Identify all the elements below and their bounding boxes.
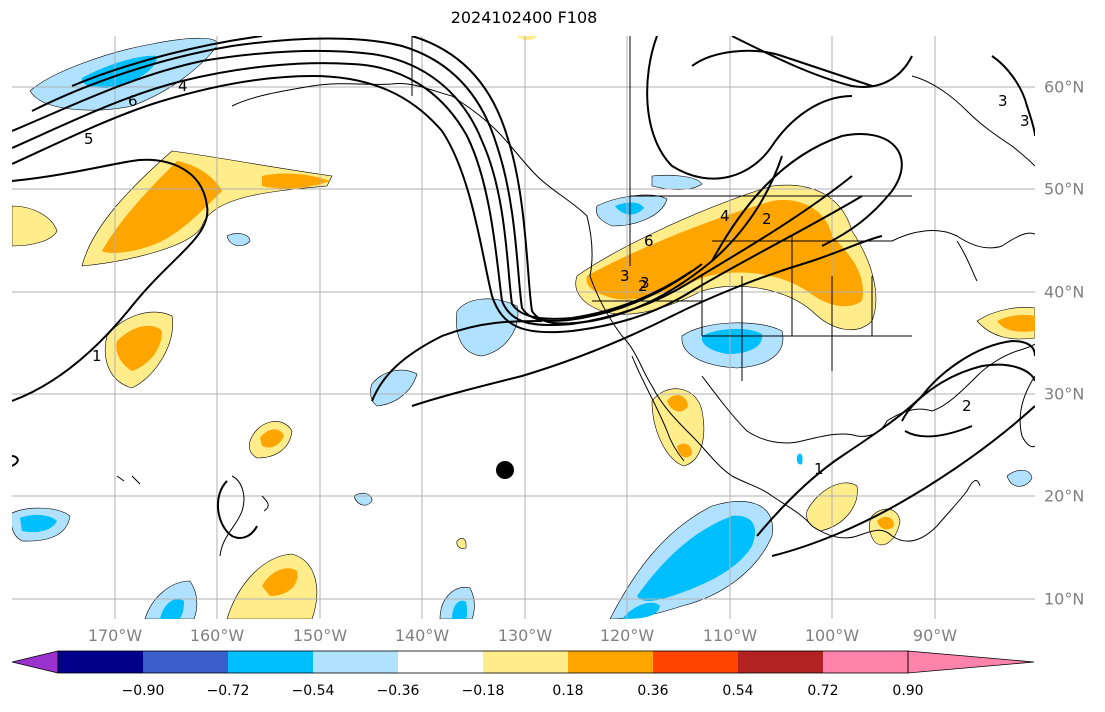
contour-label: 2 [962, 397, 972, 415]
contour-label: 2 [762, 210, 772, 228]
latitude-label: 40°N [1044, 282, 1085, 302]
contour-label: 4 [720, 207, 730, 225]
colorbar [12, 650, 1035, 674]
contour-label: 4 [178, 77, 188, 95]
colorbar-segment [823, 651, 908, 673]
negative-anomaly-shading [12, 37, 1033, 619]
colorbar-segment [228, 651, 313, 673]
colorbar-segment [58, 651, 143, 673]
colorbar-tick-label: 0.54 [722, 683, 754, 699]
longitude-label: 170°W [87, 626, 143, 645]
colorbar-tick-label: −0.72 [206, 683, 250, 699]
graticule [12, 36, 1035, 619]
colorbar-segment [568, 651, 653, 673]
colorbar-tick-label: 0.90 [892, 683, 924, 699]
coastlines-and-borders [116, 36, 1035, 557]
contour-label: 3 [1020, 112, 1030, 130]
colorbar-tick-label: 0.18 [552, 683, 584, 699]
map-panel: 6 5 4 6 4 2 3 2 3 3 3 1 2 1 [12, 36, 1035, 619]
contour-label: 3 [640, 274, 650, 292]
colorbar-tick-label: 0.36 [637, 683, 669, 699]
colorbar-segment [143, 651, 228, 673]
colorbar-right-extension [907, 650, 1035, 674]
height-contours [12, 36, 1035, 557]
longitude-label: 120°W [599, 626, 655, 645]
contour-label: 6 [644, 232, 654, 250]
map-title: 2024102400 F108 [450, 8, 598, 27]
colorbar-segment [483, 651, 568, 673]
latitude-label: 20°N [1044, 486, 1085, 506]
colorbar-tick-label: −0.18 [461, 683, 505, 699]
colorbar-left-extension [12, 650, 59, 674]
latitude-label: 50°N [1044, 179, 1085, 199]
contour-label: 1 [92, 347, 102, 365]
colorbar-tick-label: −0.54 [291, 683, 335, 699]
longitude-label: 160°W [189, 626, 245, 645]
colorbar-tick-label: −0.90 [121, 683, 165, 699]
longitude-label: 90°W [912, 626, 958, 645]
latitude-label: 60°N [1044, 77, 1085, 97]
latitude-label: 10°N [1044, 589, 1085, 609]
latitude-label: 30°N [1044, 384, 1085, 404]
longitude-label: 150°W [292, 626, 348, 645]
contour-label-group: 6 5 4 6 4 2 3 2 3 3 3 1 2 1 [84, 77, 1030, 478]
longitude-label: 110°W [702, 626, 758, 645]
colorbar-tick-label: −0.36 [376, 683, 420, 699]
contour-label: 1 [814, 460, 824, 478]
contour-label: 3 [620, 267, 630, 285]
longitude-label: 130°W [497, 626, 553, 645]
colorbar-segment [738, 651, 823, 673]
longitude-label: 140°W [394, 626, 450, 645]
positive-anomaly-shading [12, 36, 1035, 619]
longitude-label: 100°W [804, 626, 860, 645]
storm-position-dot [496, 461, 514, 479]
colorbar-segment [398, 651, 483, 673]
contour-label: 3 [998, 92, 1008, 110]
contour-label: 5 [84, 130, 94, 148]
colorbar-tick-label: 0.72 [807, 683, 839, 699]
contour-label: 6 [128, 92, 138, 110]
colorbar-segment [313, 651, 398, 673]
contour-label: 2 [638, 277, 648, 295]
colorbar-segment [653, 651, 738, 673]
